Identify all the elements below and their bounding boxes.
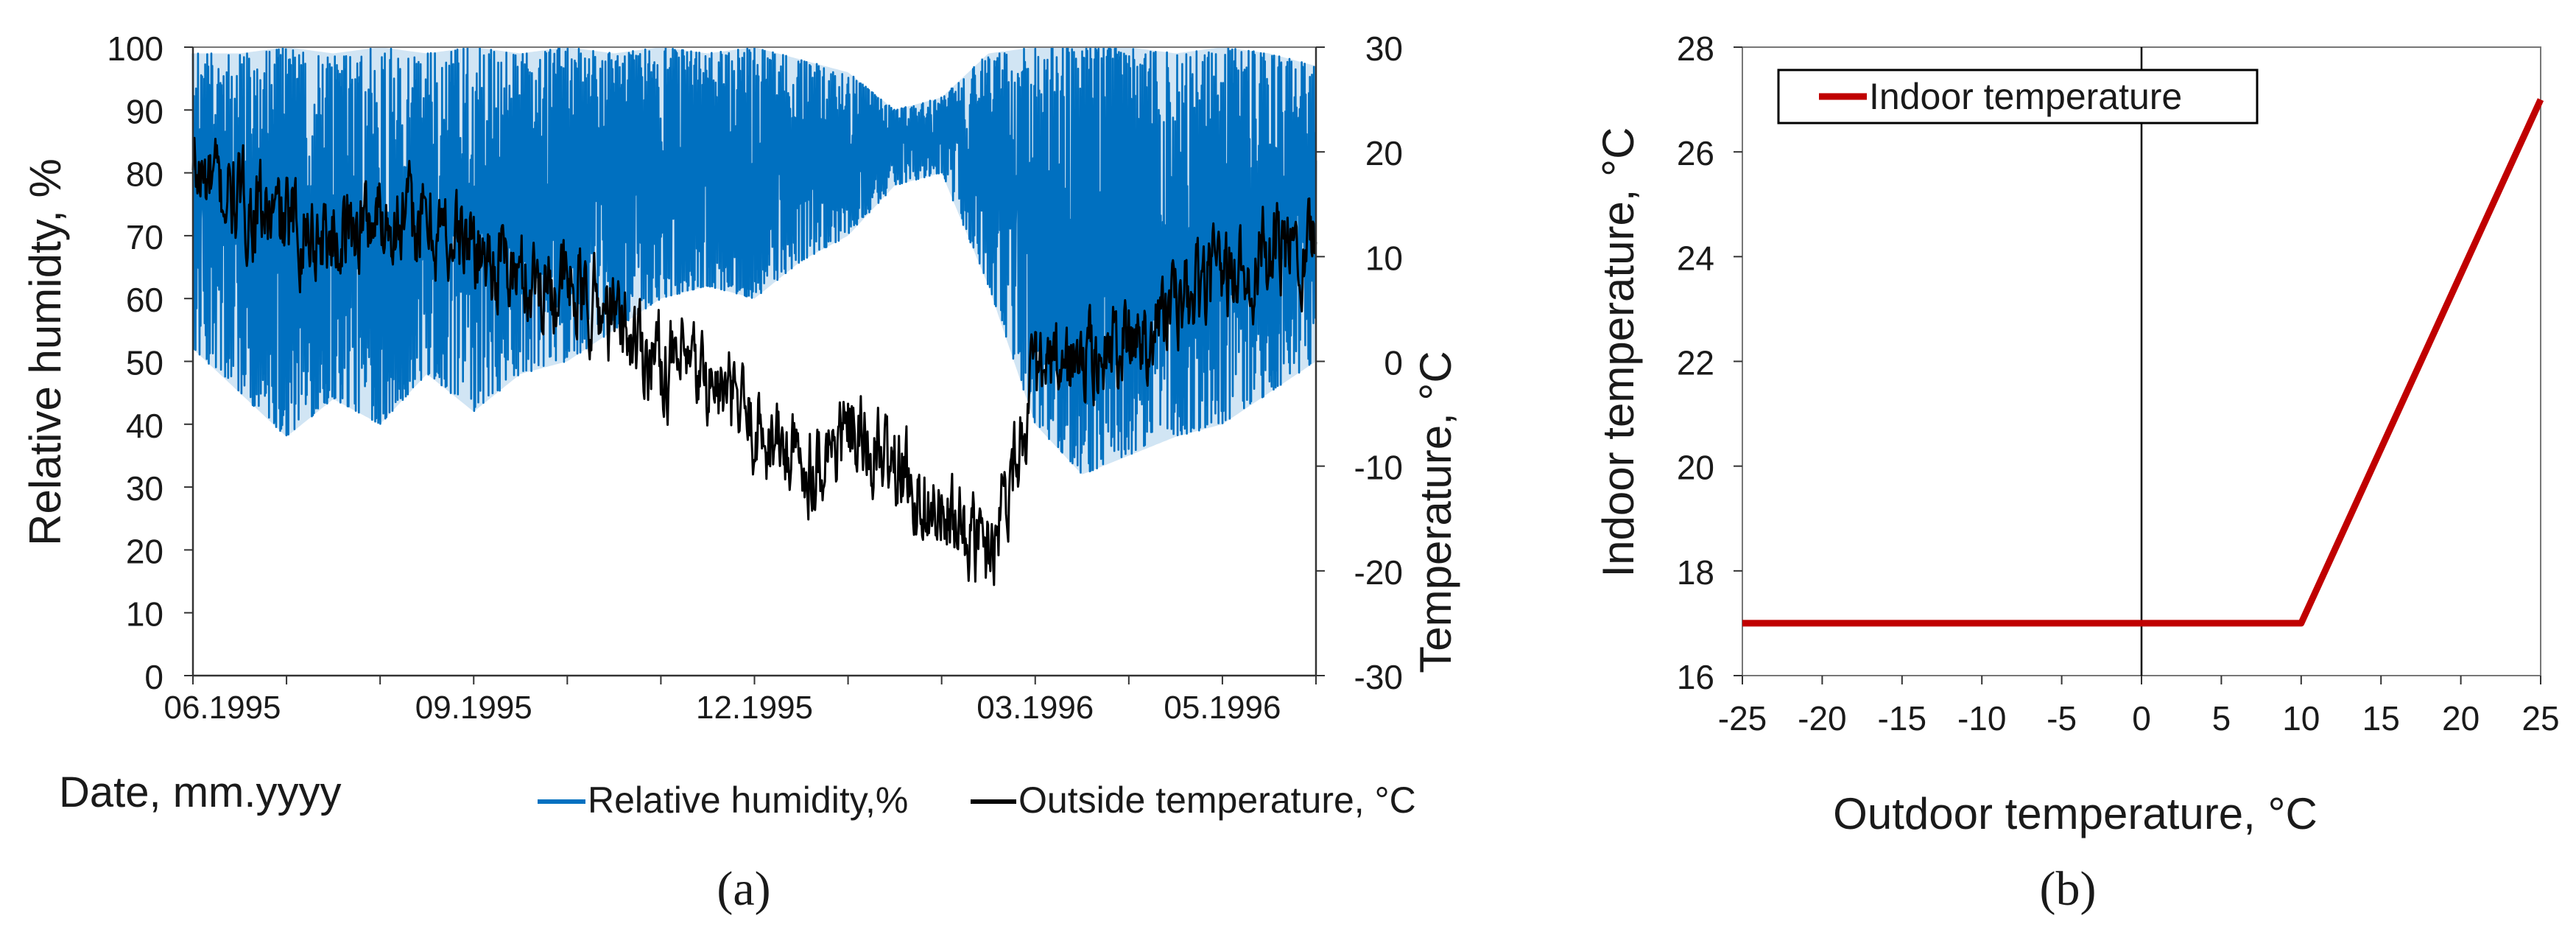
x-tick-label: -15	[1878, 699, 1926, 737]
legend-b: Indoor temperature	[1777, 69, 2259, 125]
x-tick-label: 15	[2362, 699, 2400, 737]
x-tick-label: -20	[1798, 699, 1846, 737]
y2-tick-label: 0	[1384, 344, 1403, 382]
y-tick-label: 24	[1677, 239, 1714, 277]
y-tick-label: 100	[107, 29, 163, 68]
y2-axis-label-a: Temperature, °C	[1411, 351, 1460, 673]
y2-tick-label: -30	[1354, 658, 1403, 696]
y-ticks-a: 0 10 20 30 40 50 60 70 80 90 100	[107, 29, 193, 696]
x-tick-label: 5	[2212, 699, 2231, 737]
y-tick-label: 20	[126, 532, 163, 570]
caption-b: (b)	[2040, 862, 2097, 916]
x-tick-label: -10	[1957, 699, 2006, 737]
legend-label-indoor: Indoor temperature	[1869, 76, 2182, 117]
y2-ticks-a: -30 -20 -10 0 10 20 30	[1316, 29, 1403, 696]
x-tick-label: 05.1996	[1164, 690, 1281, 726]
y-tick-label: 60	[126, 281, 163, 319]
x-axis-label-b: Outdoor temperature, °C	[1833, 789, 2318, 838]
y-axis-label-a: Relative humidty, %	[21, 158, 70, 546]
y-tick-label: 90	[126, 92, 163, 130]
x-tick-label: 25	[2522, 699, 2559, 737]
y-tick-label: 70	[126, 218, 163, 256]
x-tick-label: 03.1996	[976, 690, 1094, 726]
temperature-series	[191, 136, 1317, 586]
y-tick-label: 80	[126, 155, 163, 194]
legend-label-humidity: Relative humidity,%	[588, 779, 908, 821]
y-tick-label: 50	[126, 344, 163, 382]
y2-tick-label: -20	[1354, 553, 1403, 592]
temperature-line	[191, 136, 1317, 586]
x-tick-label: 0	[2132, 699, 2151, 737]
y2-tick-label: 10	[1365, 239, 1403, 277]
y-tick-label: 30	[126, 469, 163, 508]
x-tick-label: 09.1995	[415, 690, 532, 726]
indoor-temperature-line	[1742, 98, 2544, 627]
caption-a: (a)	[717, 862, 770, 916]
x-tick-label: -5	[2047, 699, 2077, 737]
y-tick-label: 18	[1677, 553, 1714, 592]
x-tick-label: -25	[1718, 699, 1767, 737]
y-tick-label: 0	[144, 658, 163, 696]
y-tick-label: 20	[1677, 449, 1714, 487]
indoor-temperature-series	[1742, 98, 2544, 627]
y-tick-label: 22	[1677, 344, 1714, 382]
y2-tick-label: 30	[1365, 29, 1403, 68]
y-tick-label: 40	[126, 407, 163, 445]
x-tick-label: 06.1995	[163, 690, 281, 726]
x-axis-label-a: Date, mm.yyyy	[59, 768, 342, 816]
legend-label-temperature: Outside temperature, °C	[1018, 779, 1416, 821]
x-tick-label: 20	[2442, 699, 2480, 737]
y-tick-label: 10	[126, 595, 163, 634]
y2-tick-label: -10	[1354, 449, 1403, 487]
y2-tick-label: 20	[1365, 134, 1403, 172]
y-axis-label-b: Indoor temperature, °C	[1594, 127, 1643, 578]
x-ticks-a: 06.1995 09.1995 12.1995 03.1996 05.1996	[163, 676, 1317, 726]
x-tick-label: 10	[2282, 699, 2320, 737]
y-tick-label: 26	[1677, 134, 1714, 172]
x-ticks-b: -25 -20 -15 -10 -5 0 5 10 15 20 25	[1718, 676, 2560, 737]
x-tick-label: 12.1995	[696, 690, 813, 726]
legend-a: Relative humidity,% Outside temperature,…	[538, 779, 1416, 821]
y-ticks-b: 16 18 20 22 24 26 28	[1677, 29, 1742, 696]
y-tick-label: 16	[1677, 658, 1714, 696]
y-tick-label: 28	[1677, 29, 1714, 68]
